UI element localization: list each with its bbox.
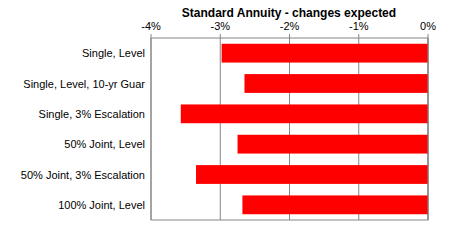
bar xyxy=(196,165,428,184)
grid-line xyxy=(289,38,290,220)
category-label: 50% Joint, Level xyxy=(64,138,145,150)
tick-label: -4% xyxy=(141,20,161,32)
category-label: Single, Level xyxy=(82,47,145,59)
tick-mark xyxy=(358,34,359,38)
tick-label: 0% xyxy=(420,20,436,32)
grid-line xyxy=(220,38,221,220)
tick-mark xyxy=(151,34,152,38)
category-label: Single, Level, 10-yr Guar xyxy=(23,78,145,90)
bar xyxy=(181,104,428,123)
category-label: Single, 3% Escalation xyxy=(39,108,145,120)
title: Standard Annuity - changes expected xyxy=(182,6,396,20)
grid-line xyxy=(358,38,359,220)
category-label: 50% Joint, 3% Escalation xyxy=(21,169,145,181)
plot-frame xyxy=(151,38,428,220)
bar xyxy=(238,135,428,154)
chart: Standard Annuity - changes expected -4% -3… xyxy=(0,0,450,229)
tick-label: -1% xyxy=(349,20,369,32)
bar xyxy=(244,74,428,93)
grid-line xyxy=(428,38,429,220)
axis-line xyxy=(428,38,429,220)
category-label: 100% Joint, Level xyxy=(58,199,145,211)
bar xyxy=(242,195,428,214)
bar xyxy=(222,44,428,63)
tick-label: -3% xyxy=(210,20,230,32)
bars xyxy=(181,44,428,214)
tick-label: -2% xyxy=(280,20,300,32)
tick-mark xyxy=(428,34,429,38)
tick-mark xyxy=(289,34,290,38)
tick-mark xyxy=(220,34,221,38)
